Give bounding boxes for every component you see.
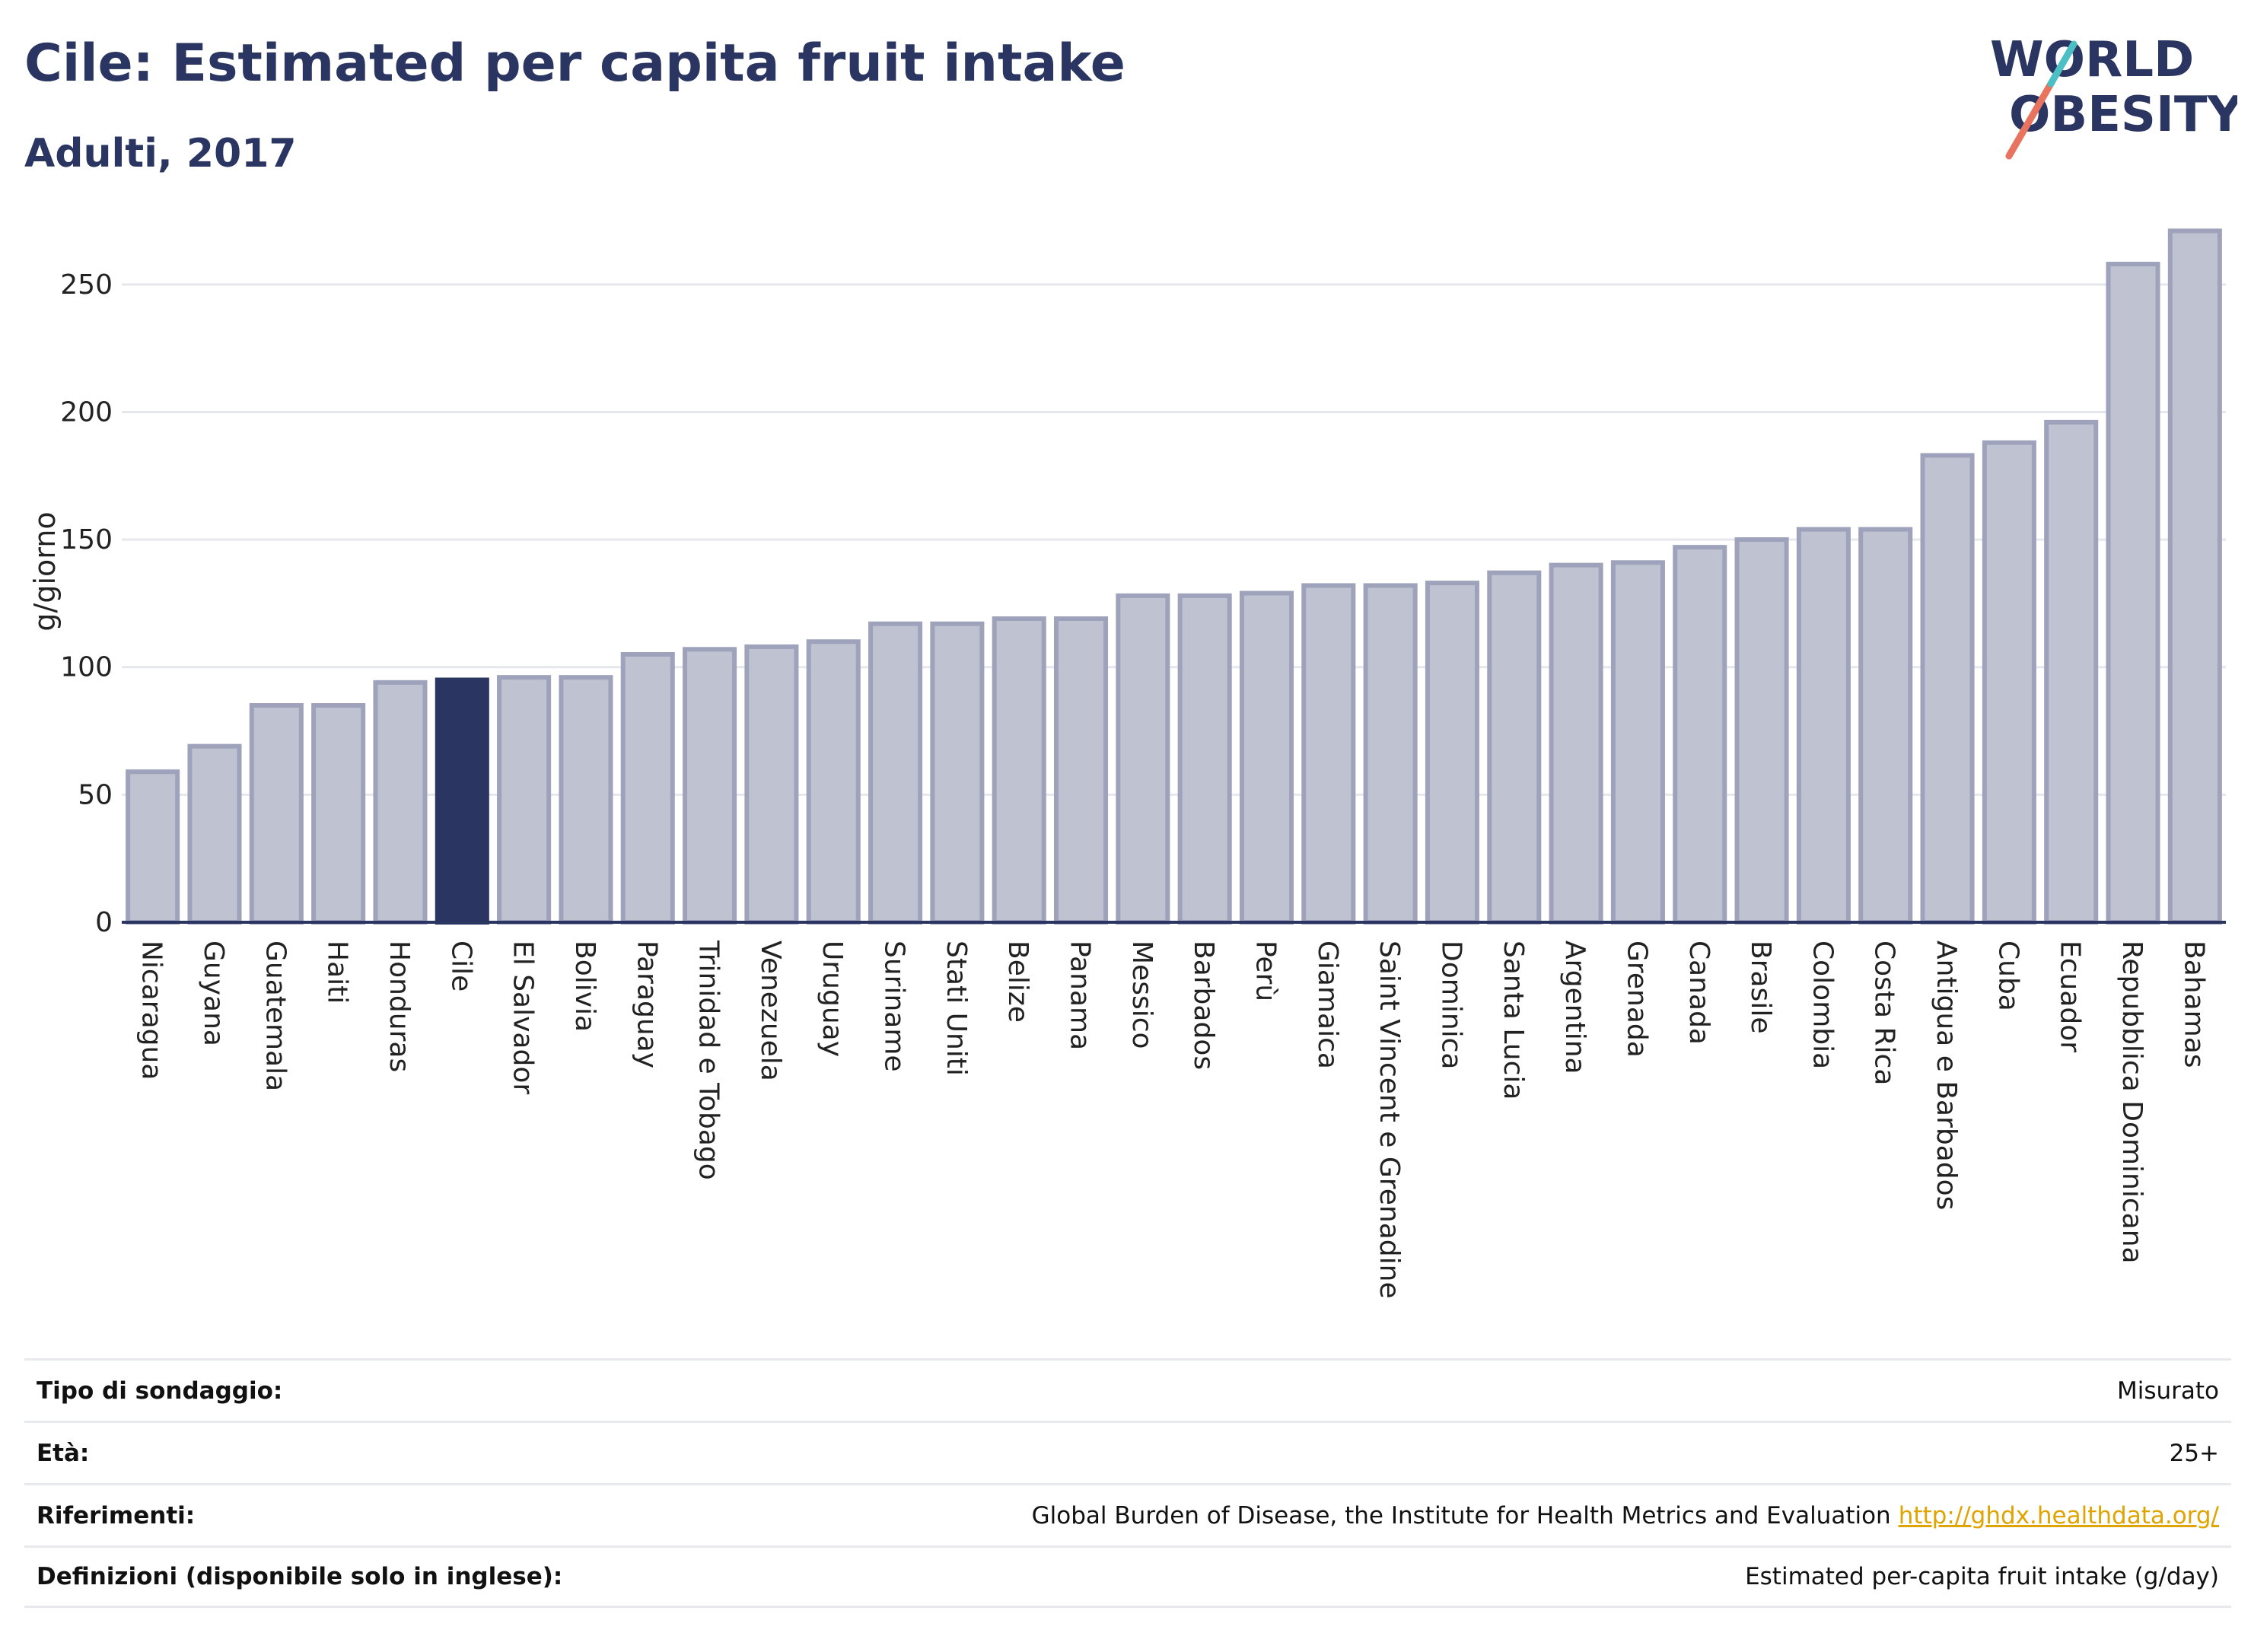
x-tick-label: Colombia (1807, 941, 1838, 1069)
y-tick-label: 0 (95, 907, 113, 938)
x-tick-label: Grenada (1621, 941, 1652, 1058)
logo-line-1: WORLD (1990, 32, 2194, 88)
bar (868, 621, 923, 925)
x-tick-label: Argentina (1559, 941, 1590, 1074)
x-tick-label: Honduras (384, 941, 415, 1072)
x-tick-label: Ecuador (2055, 941, 2086, 1052)
meta-row-age: Età: 25+ (24, 1421, 2231, 1483)
meta-value-wrap: Global Burden of Disease, the Institute … (1032, 1502, 2219, 1529)
bar (1363, 583, 1418, 925)
bar (620, 651, 675, 925)
chart-subtitle: Adulti, 2017 (24, 131, 297, 177)
x-tick-label: Messico (1126, 941, 1157, 1049)
bar (1301, 583, 1356, 925)
bar (126, 769, 180, 925)
x-tick-label: Santa Lucia (1498, 941, 1529, 1100)
x-tick-label: Suriname (879, 941, 910, 1072)
bar (1673, 545, 1727, 925)
world-obesity-logo: WORLD OBESITY (1990, 32, 2237, 160)
bar (1982, 440, 2036, 925)
x-tick-label: Giamaica (1312, 941, 1343, 1069)
x-tick-label: Bolivia (569, 941, 600, 1032)
chart-title: Cile: Estimated per capita fruit intake (24, 33, 1126, 94)
bar (2167, 228, 2222, 925)
x-tick-label: Guyana (198, 941, 229, 1046)
y-tick-label: 150 (60, 524, 113, 555)
x-tick-label: Nicaragua (136, 941, 167, 1080)
bar (435, 677, 489, 925)
bar (2044, 419, 2099, 925)
bar (1796, 527, 1851, 925)
logo-slash-teal (2047, 40, 2077, 88)
x-tick-label: Barbados (1188, 941, 1219, 1070)
meta-value: Misurato (2116, 1377, 2219, 1405)
x-tick-label: Cile (445, 941, 476, 992)
x-tick-label: Canada (1683, 941, 1715, 1045)
bar (1116, 593, 1170, 925)
y-tick-label: 50 (78, 779, 113, 810)
meta-row-survey-type: Tipo di sondaggio: Misurato (24, 1358, 2231, 1421)
x-tick-label: Trinidad e Tobago (693, 940, 724, 1180)
bar (1610, 560, 1665, 925)
bar (806, 639, 861, 925)
bar (1177, 593, 1232, 925)
bar (1053, 616, 1109, 925)
meta-label: Età: (37, 1439, 90, 1467)
meta-row-definitions: Definizioni (disponibile solo in inglese… (24, 1545, 2231, 1608)
x-tick-label: Perù (1250, 941, 1281, 1001)
x-tick-label: Haiti (322, 941, 353, 1004)
y-tick-label: 250 (60, 269, 113, 301)
bar (497, 675, 552, 925)
bar (1920, 453, 1975, 925)
bar (1549, 562, 1603, 925)
x-tick-label: Uruguay (817, 941, 848, 1057)
bar (744, 644, 799, 925)
x-tick-label: Venezuela (755, 941, 786, 1081)
bar (1734, 537, 1789, 925)
metadata-table: Tipo di sondaggio: Misurato Età: 25+ Rif… (24, 1358, 2231, 1608)
bar (187, 743, 242, 925)
x-tick-label: Brasile (1745, 941, 1776, 1033)
reference-link[interactable]: http://ghdx.healthdata.org/ (1898, 1501, 2219, 1529)
meta-value: Estimated per-capita fruit intake (g/day… (1745, 1563, 2219, 1590)
bar (992, 616, 1046, 925)
bar (1858, 527, 1913, 925)
bar (249, 703, 304, 925)
bar (683, 647, 737, 925)
meta-label: Riferimenti: (37, 1501, 196, 1529)
bar (373, 680, 428, 925)
bar (2106, 261, 2160, 925)
meta-label: Tipo di sondaggio: (37, 1377, 283, 1405)
meta-value: Global Burden of Disease, the Institute … (1031, 1501, 1891, 1529)
x-tick-label: Guatemala (259, 941, 291, 1091)
x-tick-label: Saint Vincent e Grenadine (1374, 941, 1405, 1299)
bar (930, 621, 985, 925)
x-tick-label: Dominica (1435, 941, 1466, 1070)
x-tick-label: Paraguay (631, 941, 662, 1068)
meta-row-references: Riferimenti: Global Burden of Disease, t… (24, 1483, 2231, 1545)
logo-slash-coral (2005, 80, 2055, 160)
x-tick-label: Cuba (1992, 941, 2023, 1011)
meta-label: Definizioni (disponibile solo in inglese… (37, 1563, 563, 1590)
x-tick-label: Panama (1065, 941, 1096, 1050)
x-tick-label: Costa Rica (1869, 941, 1900, 1085)
bar-chart: 0 50 100 150 200 250 g/giorno Nicaragua Guyana Gu… (28, 228, 2226, 1299)
x-tick-label: Bahamas (2178, 941, 2209, 1068)
bar (1425, 581, 1479, 925)
y-tick-label: 100 (60, 652, 113, 683)
x-tick-label: Repubblica Dominicana (2116, 941, 2148, 1264)
bar (559, 675, 613, 925)
x-tick-label: El Salvador (508, 941, 539, 1094)
bar (311, 703, 366, 925)
bar (1239, 590, 1294, 925)
y-axis-label: g/giorno (28, 511, 62, 631)
x-tick-label: Stati Uniti (941, 941, 972, 1076)
y-tick-label: 200 (60, 396, 113, 428)
x-tick-label: Belize (1002, 941, 1033, 1023)
meta-value: 25+ (2169, 1439, 2219, 1467)
bar (1487, 570, 1542, 925)
x-tick-label: Antigua e Barbados (1931, 941, 1962, 1210)
